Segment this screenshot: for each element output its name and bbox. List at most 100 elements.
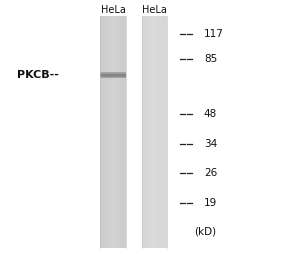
Bar bbox=[100, 147, 126, 149]
Bar bbox=[100, 25, 126, 27]
Bar bbox=[100, 155, 126, 158]
Text: 26: 26 bbox=[204, 168, 217, 178]
Bar bbox=[100, 138, 126, 141]
Bar bbox=[161, 16, 162, 248]
Bar bbox=[100, 213, 126, 216]
Bar bbox=[100, 68, 126, 71]
Bar bbox=[100, 173, 126, 176]
Bar bbox=[117, 16, 118, 248]
Bar bbox=[100, 210, 126, 213]
Bar bbox=[100, 36, 126, 39]
Bar bbox=[114, 16, 115, 248]
Bar bbox=[100, 219, 126, 222]
Text: 34: 34 bbox=[204, 139, 217, 149]
Bar bbox=[100, 245, 126, 248]
Bar bbox=[101, 16, 102, 248]
Bar bbox=[100, 59, 126, 62]
Bar bbox=[157, 16, 158, 248]
Bar bbox=[100, 199, 126, 202]
Bar bbox=[100, 16, 101, 248]
Bar bbox=[100, 112, 126, 115]
Bar bbox=[147, 16, 148, 248]
Bar bbox=[153, 16, 154, 248]
Bar bbox=[102, 16, 103, 248]
Bar bbox=[165, 16, 166, 248]
Bar bbox=[100, 208, 126, 210]
Bar bbox=[142, 16, 167, 248]
Bar bbox=[108, 16, 109, 248]
Bar bbox=[109, 16, 110, 248]
Bar bbox=[119, 16, 120, 248]
Bar bbox=[120, 16, 121, 248]
Bar bbox=[100, 97, 126, 100]
Bar bbox=[100, 158, 126, 161]
Bar bbox=[100, 190, 126, 193]
Bar bbox=[124, 16, 125, 248]
Bar bbox=[154, 16, 155, 248]
Bar bbox=[103, 16, 104, 248]
Bar bbox=[143, 16, 144, 248]
Bar bbox=[100, 216, 126, 219]
Bar bbox=[158, 16, 159, 248]
Bar bbox=[123, 16, 124, 248]
Bar bbox=[100, 54, 126, 56]
Bar bbox=[112, 16, 113, 248]
Bar bbox=[121, 16, 122, 248]
Bar bbox=[100, 126, 126, 129]
Bar bbox=[100, 27, 126, 30]
Text: HeLa: HeLa bbox=[142, 5, 167, 15]
Bar bbox=[100, 45, 126, 48]
Bar bbox=[100, 42, 126, 45]
Bar bbox=[100, 106, 126, 109]
Bar bbox=[100, 100, 126, 103]
Text: 117: 117 bbox=[204, 29, 224, 39]
Bar bbox=[145, 16, 146, 248]
Text: 19: 19 bbox=[204, 198, 217, 208]
Bar bbox=[142, 16, 143, 248]
Bar bbox=[100, 193, 126, 196]
Bar bbox=[100, 132, 126, 135]
Bar bbox=[100, 88, 126, 91]
Text: HeLa: HeLa bbox=[101, 5, 126, 15]
Bar bbox=[100, 16, 126, 19]
Bar bbox=[100, 62, 126, 65]
Bar bbox=[100, 51, 126, 54]
Bar bbox=[116, 16, 117, 248]
Bar bbox=[146, 16, 147, 248]
Bar bbox=[162, 16, 163, 248]
Bar bbox=[100, 80, 126, 83]
Bar bbox=[100, 228, 126, 231]
Bar bbox=[100, 178, 126, 181]
Text: 48: 48 bbox=[204, 109, 217, 119]
Bar bbox=[155, 16, 156, 248]
Bar bbox=[164, 16, 165, 248]
Bar bbox=[100, 33, 126, 36]
Bar bbox=[100, 77, 126, 80]
Bar bbox=[149, 16, 150, 248]
Bar bbox=[100, 149, 126, 152]
Bar bbox=[100, 103, 126, 106]
Bar bbox=[125, 16, 126, 248]
Bar bbox=[100, 231, 126, 234]
Text: (kD): (kD) bbox=[194, 226, 216, 236]
Bar bbox=[115, 16, 116, 248]
Bar bbox=[107, 16, 108, 248]
Bar bbox=[100, 164, 126, 167]
Bar bbox=[100, 187, 126, 190]
Bar bbox=[150, 16, 151, 248]
Bar bbox=[100, 19, 126, 22]
Bar bbox=[100, 56, 126, 59]
Bar bbox=[100, 161, 126, 164]
Bar bbox=[100, 239, 126, 242]
Bar bbox=[100, 242, 126, 245]
Bar bbox=[151, 16, 152, 248]
Bar bbox=[166, 16, 167, 248]
Bar bbox=[100, 71, 126, 74]
Bar bbox=[100, 129, 126, 132]
Text: 85: 85 bbox=[204, 54, 217, 64]
Bar bbox=[100, 222, 126, 225]
Bar bbox=[100, 152, 126, 155]
Bar bbox=[100, 176, 126, 178]
Bar bbox=[100, 117, 126, 120]
Bar bbox=[100, 30, 126, 33]
